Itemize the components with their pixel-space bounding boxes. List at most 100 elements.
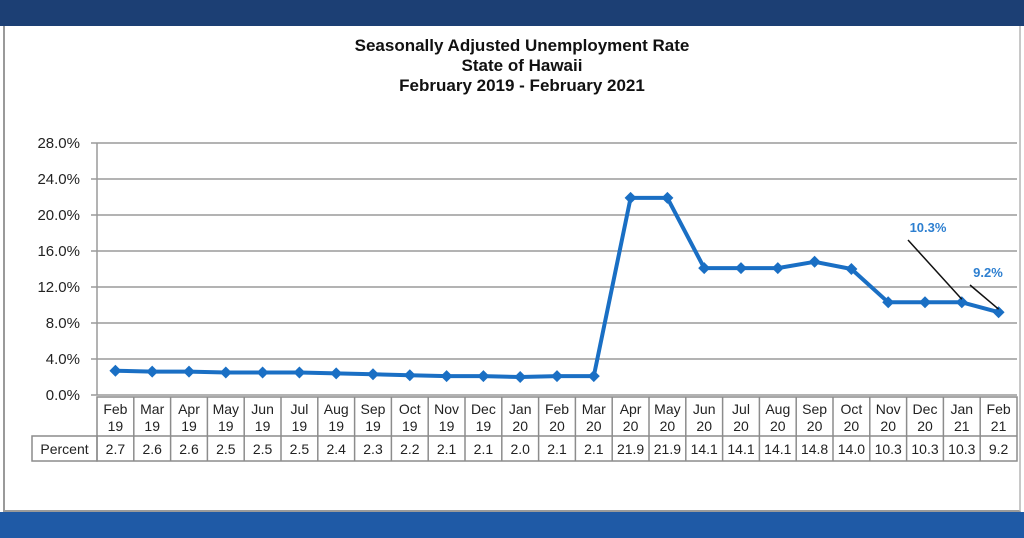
annotation-leader-line xyxy=(907,239,963,300)
y-tick-label: 28.0% xyxy=(37,135,80,152)
table-value: 2.3 xyxy=(363,441,383,457)
row-label-cell xyxy=(31,435,98,462)
x-category-year: 19 xyxy=(255,418,271,434)
y-tick-label: 8.0% xyxy=(46,315,80,332)
y-tick-label: 16.0% xyxy=(37,243,80,260)
diamond-marker xyxy=(992,306,1005,319)
table-value: 10.3 xyxy=(875,441,902,457)
diamond-marker xyxy=(808,255,821,268)
diamond-marker xyxy=(624,191,637,204)
x-category-month: Oct xyxy=(399,401,421,417)
x-category-year: 19 xyxy=(439,418,455,434)
x-category-year: 20 xyxy=(549,418,565,434)
x-category-month: Sep xyxy=(802,401,827,417)
y-tick-label: 12.0% xyxy=(37,279,80,296)
y-tick-label: 20.0% xyxy=(37,207,80,224)
table-value: 14.1 xyxy=(691,441,718,457)
x-category-month: Jul xyxy=(732,401,750,417)
table-value: 14.1 xyxy=(727,441,754,457)
diamond-marker xyxy=(551,370,563,383)
x-category-year: 21 xyxy=(954,418,970,434)
chart-title-line-2: State of Hawaii xyxy=(461,56,583,75)
x-category-month: Nov xyxy=(434,401,459,417)
y-tick-label: 0.0% xyxy=(46,387,80,404)
chart-title: Seasonally Adjusted Unemployment Rate St… xyxy=(0,36,1024,96)
diamond-marker xyxy=(146,365,159,378)
x-category-year: 20 xyxy=(733,418,749,434)
x-category-month: Aug xyxy=(324,401,349,417)
table-value: 2.1 xyxy=(437,441,457,457)
top-banner xyxy=(0,0,1024,26)
annotation-label: 10.3% xyxy=(910,220,947,235)
diamond-marker xyxy=(330,367,343,380)
table-value: 14.0 xyxy=(838,441,865,457)
x-category-month: Jun xyxy=(251,401,274,417)
diamond-marker xyxy=(477,370,490,383)
table-value: 2.7 xyxy=(106,441,126,457)
table-value: 2.5 xyxy=(216,441,236,457)
annotation-label: 9.2% xyxy=(973,265,1003,280)
table-value: 2.1 xyxy=(474,441,494,457)
table-value: 2.5 xyxy=(253,441,273,457)
data-table: PercentFeb192.7Mar192.6Apr192.6May192.5J… xyxy=(31,396,1018,462)
y-axis-labels: 0.0% 4.0% 8.0% 12.0% 16.0% 20.0% 24.0% 28.0% xyxy=(37,135,80,404)
x-category-year: 20 xyxy=(880,418,896,434)
x-category-year: 19 xyxy=(402,418,418,434)
diamond-marker xyxy=(661,191,674,204)
x-category-year: 20 xyxy=(586,418,602,434)
diamond-marker xyxy=(109,364,122,377)
diamond-marker xyxy=(219,366,232,379)
x-category-month: Jan xyxy=(509,401,532,417)
table-value: 2.6 xyxy=(179,441,199,457)
table-value: 14.8 xyxy=(801,441,828,457)
x-category-year: 19 xyxy=(476,418,492,434)
x-category-year: 19 xyxy=(181,418,197,434)
table-value: 2.1 xyxy=(584,441,604,457)
x-category-year: 19 xyxy=(292,418,308,434)
table-value: 2.1 xyxy=(547,441,567,457)
table-value: 2.2 xyxy=(400,441,420,457)
gridlines xyxy=(91,142,1017,396)
x-category-year: 19 xyxy=(365,418,381,434)
y-tick-label: 4.0% xyxy=(46,351,80,368)
diamond-marker xyxy=(293,366,306,379)
x-category-month: May xyxy=(213,401,239,417)
x-category-month: May xyxy=(654,401,680,417)
diamond-marker xyxy=(367,368,379,381)
x-category-month: Feb xyxy=(987,401,1011,417)
diamond-marker xyxy=(403,369,416,382)
x-category-month: Apr xyxy=(620,401,642,417)
x-category-year: 20 xyxy=(844,418,860,434)
diamond-marker xyxy=(514,371,527,383)
x-category-month: Mar xyxy=(582,401,606,417)
table-value: 21.9 xyxy=(654,441,681,457)
x-category-month: Apr xyxy=(178,401,200,417)
x-category-month: Nov xyxy=(876,401,901,417)
x-category-month: Jul xyxy=(290,401,308,417)
x-category-month: Sep xyxy=(361,401,386,417)
table-value: 10.3 xyxy=(948,441,975,457)
diamond-marker xyxy=(440,370,453,383)
x-category-year: 21 xyxy=(991,418,1007,434)
row-label-percent: Percent xyxy=(40,441,88,457)
table-value: 14.1 xyxy=(764,441,791,457)
series-line xyxy=(109,191,1005,383)
y-tick-label: 24.0% xyxy=(37,171,80,188)
x-category-year: 19 xyxy=(328,418,344,434)
x-category-year: 19 xyxy=(218,418,234,434)
x-category-year: 20 xyxy=(770,418,786,434)
bottom-banner xyxy=(0,512,1024,538)
table-value: 2.6 xyxy=(142,441,162,457)
x-category-year: 20 xyxy=(696,418,712,434)
table-value: 10.3 xyxy=(911,441,938,457)
diamond-marker xyxy=(735,262,747,275)
x-category-month: Jan xyxy=(951,401,974,417)
x-category-month: Jun xyxy=(693,401,716,417)
x-category-year: 20 xyxy=(807,418,823,434)
table-value: 21.9 xyxy=(617,441,644,457)
annotation-leader-line xyxy=(969,284,1000,310)
diamond-marker xyxy=(698,262,711,275)
annotations: 10.3% 9.2% xyxy=(907,220,1003,310)
x-category-year: 19 xyxy=(144,418,160,434)
